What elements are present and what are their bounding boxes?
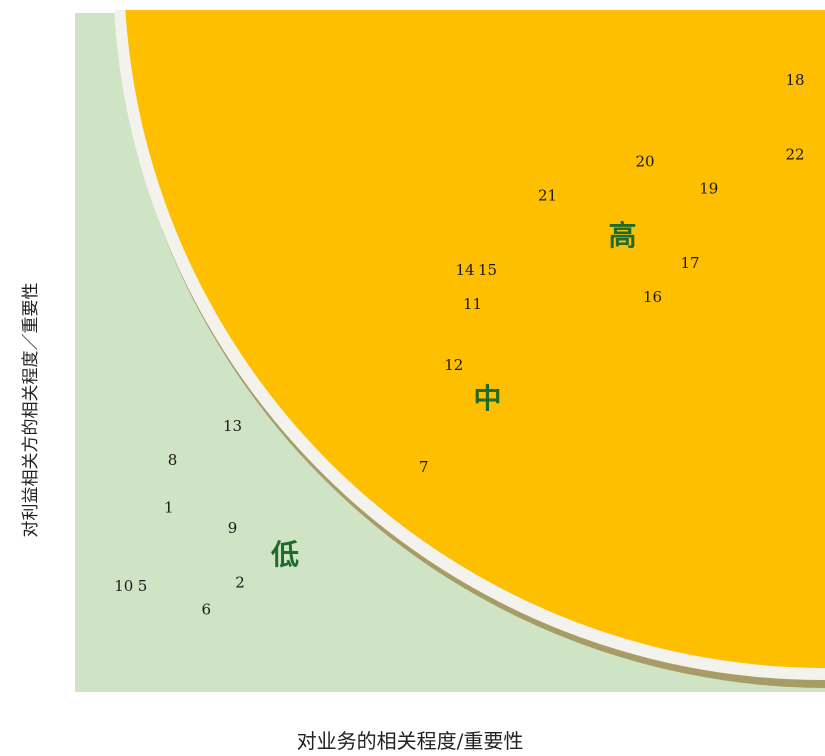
data-point-13: 13 [223, 417, 242, 435]
data-point-21: 21 [538, 186, 557, 204]
data-point-18: 18 [785, 71, 804, 89]
data-point-12: 12 [444, 356, 463, 374]
data-point-2: 2 [235, 573, 245, 591]
y-axis-label: 对利益相关方的相关程度／重要性 [21, 283, 41, 538]
data-point-19: 19 [699, 180, 718, 198]
data-point-11: 11 [463, 295, 482, 313]
data-point-14: 14 [455, 261, 474, 279]
data-point-6: 6 [201, 601, 211, 619]
high-priority-zone [125, 10, 825, 668]
data-point-20: 20 [635, 152, 654, 170]
data-point-7: 7 [419, 458, 429, 476]
x-axis-label: 对业务的相关程度/重要性 [297, 729, 524, 753]
zone-label-1: 中 [473, 382, 501, 415]
data-point-17: 17 [680, 254, 699, 272]
data-point-16: 16 [643, 288, 662, 306]
data-point-9: 9 [228, 519, 238, 537]
zone-label-0: 低 [270, 538, 299, 571]
data-point-22: 22 [785, 146, 804, 164]
zone-labels: 低 中 高 [270, 219, 637, 571]
data-point-10: 10 [114, 577, 133, 595]
data-point-8: 8 [168, 451, 178, 469]
zone-label-2: 高 [608, 219, 636, 252]
data-point-15: 15 [478, 261, 497, 279]
data-point-5: 5 [138, 577, 148, 595]
data-point-1: 1 [164, 499, 174, 517]
